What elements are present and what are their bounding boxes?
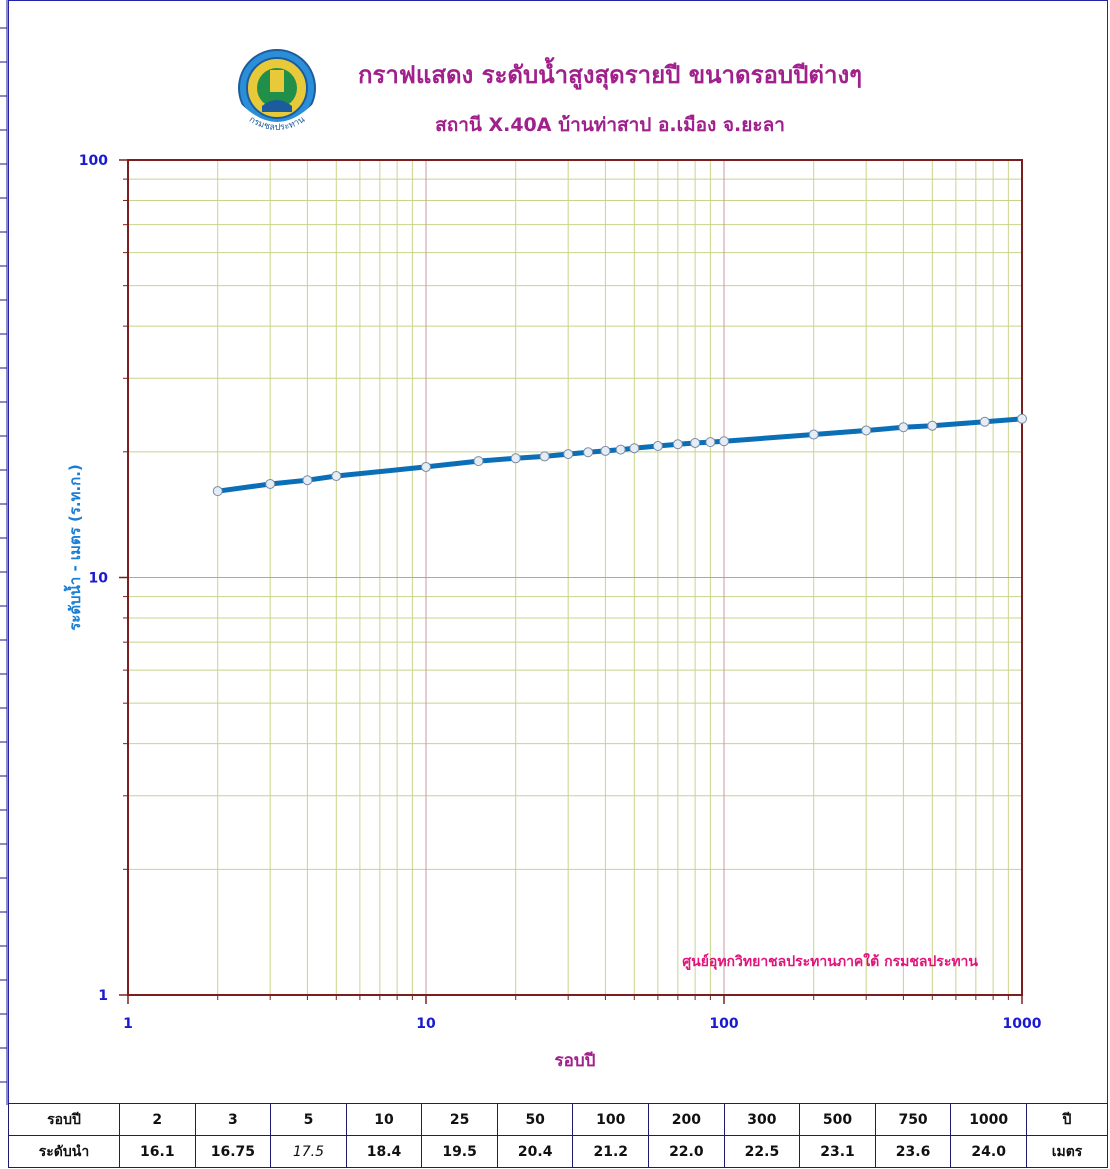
series-line (215, 416, 1025, 494)
x-tick-label: 1 (123, 1016, 133, 1032)
table-cell: 500 (799, 1103, 876, 1136)
y-tick-label: 100 (79, 153, 108, 169)
table-row-water-level: ระดับนำ 16.1 16.75 17.5 18.4 19.5 20.4 2… (8, 1135, 1108, 1168)
data-point (861, 425, 872, 436)
data-point (808, 429, 819, 440)
table-cell: 200 (648, 1103, 725, 1136)
data-point (510, 453, 521, 464)
table-cell: 16.75 (194, 1135, 272, 1168)
chart-title: กราฟแสดง ระดับน้ำสูงสุดรายปี ขนาดรอบปีต่… (357, 61, 863, 89)
x-axis-label: รอบปี (555, 1050, 596, 1071)
table-cell: 24.0 (950, 1135, 1027, 1168)
table-cell: 19.5 (421, 1135, 498, 1168)
data-point (421, 461, 431, 472)
table-cell: 300 (723, 1103, 801, 1136)
x-tick-label: 1000 (1003, 1016, 1042, 1032)
table-cell: 18.4 (345, 1135, 423, 1168)
data-point (898, 422, 909, 433)
data-point (583, 447, 594, 458)
table-cell: 21.2 (572, 1135, 650, 1168)
data-point (629, 443, 640, 454)
table-cell: 20.4 (496, 1135, 574, 1168)
data-point (212, 486, 223, 497)
data-point (331, 471, 342, 482)
y-axis-label: ระดับน้ำ - เมตร (ร.ท.ก.) (63, 464, 84, 631)
table-cell: 25 (421, 1103, 498, 1136)
data-point (705, 437, 716, 448)
logo-seal-icon: กรมชลประทาน (234, 49, 320, 133)
row-unit-meters: เมตร (1026, 1135, 1108, 1168)
table-cell: 23.1 (799, 1135, 876, 1168)
table-cell: 750 (874, 1103, 952, 1136)
data-point (927, 420, 938, 431)
axis-ticks (119, 159, 1023, 1004)
chart-subtitle: สถานี X.40A บ้านท่าสาป อ.เมือง จ.ยะลา (435, 114, 785, 136)
y-tick-label: 10 (89, 571, 109, 587)
data-point (600, 445, 611, 456)
table-cell: 23.6 (874, 1135, 952, 1168)
table-cell: 1000 (950, 1103, 1027, 1136)
table-cell: 17.5 (270, 1135, 347, 1168)
data-point (979, 416, 990, 427)
table-cell: 50 (496, 1103, 574, 1136)
data-point (652, 441, 663, 452)
source-annotation: ศูนย์อุทกวิทยาชลประทานภาคใต้ กรมชลประทาน (682, 952, 978, 970)
x-tick-label: 10 (416, 1016, 436, 1032)
data-point (690, 437, 701, 448)
page-frame (8, 0, 1108, 1168)
data-point (265, 478, 276, 489)
y-tick-label: 1 (98, 988, 108, 1004)
row-label-water-level: ระดับนำ (8, 1135, 120, 1168)
table-cell: 100 (572, 1103, 650, 1136)
tick-labels: 1 10 100 1000 1 10 100 (79, 153, 1042, 1032)
table-cell: 2 (119, 1103, 196, 1136)
data-point (302, 475, 313, 486)
return-period-chart: 1 10 100 1000 1 10 100 รอบปี ระดับน้ำ - เมตร (… (63, 153, 1042, 1071)
table-cell: 22.0 (648, 1135, 725, 1168)
table-row-return-period: รอบปี 2 3 5 10 25 50 100 200 300 500 750… (8, 1103, 1108, 1136)
return-period-table: รอบปี 2 3 5 10 25 50 100 200 300 500 750… (8, 1103, 1108, 1168)
table-cell: 10 (345, 1103, 423, 1136)
data-point (672, 439, 683, 450)
table-cell: 22.5 (723, 1135, 801, 1168)
data-point (719, 436, 729, 447)
table-cell: 16.1 (119, 1135, 196, 1168)
left-edge-ruler (0, 0, 8, 1105)
row-unit-years: ปี (1026, 1103, 1108, 1136)
data-point (473, 456, 484, 467)
data-point (615, 444, 626, 455)
x-tick-label: 100 (709, 1016, 738, 1032)
data-point (1017, 413, 1027, 424)
data-point (539, 451, 550, 462)
series-markers (212, 413, 1027, 497)
data-point (563, 449, 574, 460)
table-cell: 5 (270, 1103, 347, 1136)
table-cell: 3 (194, 1103, 272, 1136)
row-label-return-period: รอบปี (8, 1103, 120, 1136)
